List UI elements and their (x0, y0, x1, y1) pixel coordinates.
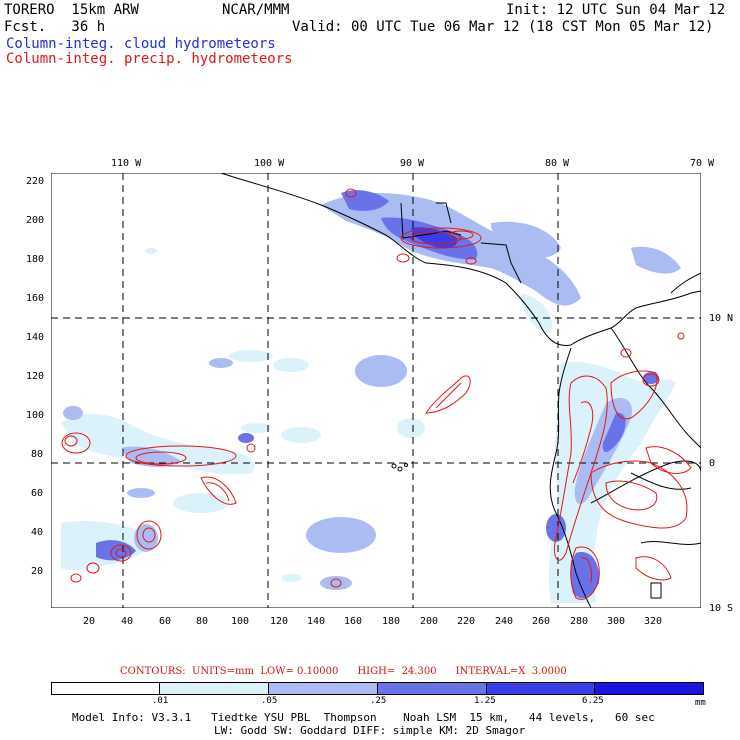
x-tick: 260 (532, 616, 551, 627)
y-tick: 140 (26, 332, 45, 343)
init-time: Init: 12 UTC Sun 04 Mar 12 (506, 2, 726, 18)
x-tick: 100 (231, 616, 250, 627)
x-tick: 80 (196, 616, 209, 627)
lon-label-90w: 90 W (400, 158, 425, 169)
y-tick: 60 (31, 488, 44, 499)
y-tick: 40 (31, 527, 44, 538)
colorbar-label: .05 (261, 696, 278, 706)
x-tick: 240 (495, 616, 514, 627)
colorbar-swatch (269, 683, 378, 694)
org-label: NCAR/MMM (222, 2, 290, 18)
colorbar-label: .01 (152, 696, 169, 706)
lon-label-70w: 70 W (690, 158, 715, 169)
colorbar-swatch (487, 683, 595, 694)
cloud-shading (61, 190, 681, 603)
colorbar (51, 682, 704, 695)
colorbar-swatch (595, 683, 703, 694)
x-tick: 160 (344, 616, 363, 627)
x-tick: 280 (570, 616, 589, 627)
colorbar-swatch (52, 683, 160, 694)
contours-info: CONTOURS: UNITS=mm LOW= 0.10000 HIGH= 24… (120, 666, 567, 677)
valid-time: Valid: 00 UTC Tue 06 Mar 12 (18 CST Mon … (292, 19, 714, 35)
colorbar-label: 1.25 (474, 696, 496, 706)
y-tick: 80 (31, 449, 44, 460)
x-tick: 200 (420, 616, 439, 627)
lon-label-110w: 110 W (111, 158, 142, 169)
legend-precip: Column-integ. precip. hydrometeors (6, 51, 293, 67)
x-tick: 20 (83, 616, 96, 627)
forecast-hour: Fcst. 36 h (4, 19, 106, 35)
physics-info: LW: Godd SW: Goddard DIFF: simple KM: 2D… (214, 724, 526, 737)
y-tick: 100 (26, 410, 45, 421)
x-tick: 60 (159, 616, 172, 627)
galapagos-islands (391, 463, 408, 472)
colorbar-label: 6.25 (582, 696, 604, 706)
colorbar-label: .25 (370, 696, 387, 706)
weather-map (51, 173, 701, 608)
precip-contours (61, 188, 692, 600)
colorbar-unit: mm (695, 698, 706, 708)
x-tick: 320 (644, 616, 663, 627)
y-tick: 200 (26, 215, 45, 226)
lat-label-0: 0 (709, 458, 716, 469)
legend-cloud: Column-integ. cloud hydrometeors (6, 36, 276, 52)
y-tick: 160 (26, 293, 45, 304)
colorbar-swatch (160, 683, 269, 694)
x-tick: 120 (270, 616, 289, 627)
x-tick: 220 (457, 616, 476, 627)
lat-label-10n: 10 N (709, 313, 734, 324)
y-tick: 120 (26, 371, 45, 382)
x-tick: 40 (121, 616, 134, 627)
lon-label-80w: 80 W (545, 158, 570, 169)
lon-label-100w: 100 W (254, 158, 285, 169)
model-info: Model Info: V3.3.1 Tiedtke YSU PBL Thomp… (72, 711, 655, 724)
x-tick: 140 (307, 616, 326, 627)
y-tick: 180 (26, 254, 45, 265)
x-tick: 300 (607, 616, 626, 627)
y-tick: 20 (31, 566, 44, 577)
model-title: TORERO 15km ARW (4, 2, 139, 18)
x-tick: 180 (382, 616, 401, 627)
grid-lines (51, 173, 701, 608)
lat-label-10s: 10 S (709, 603, 734, 614)
y-tick: 220 (26, 176, 45, 187)
colorbar-swatch (378, 683, 487, 694)
